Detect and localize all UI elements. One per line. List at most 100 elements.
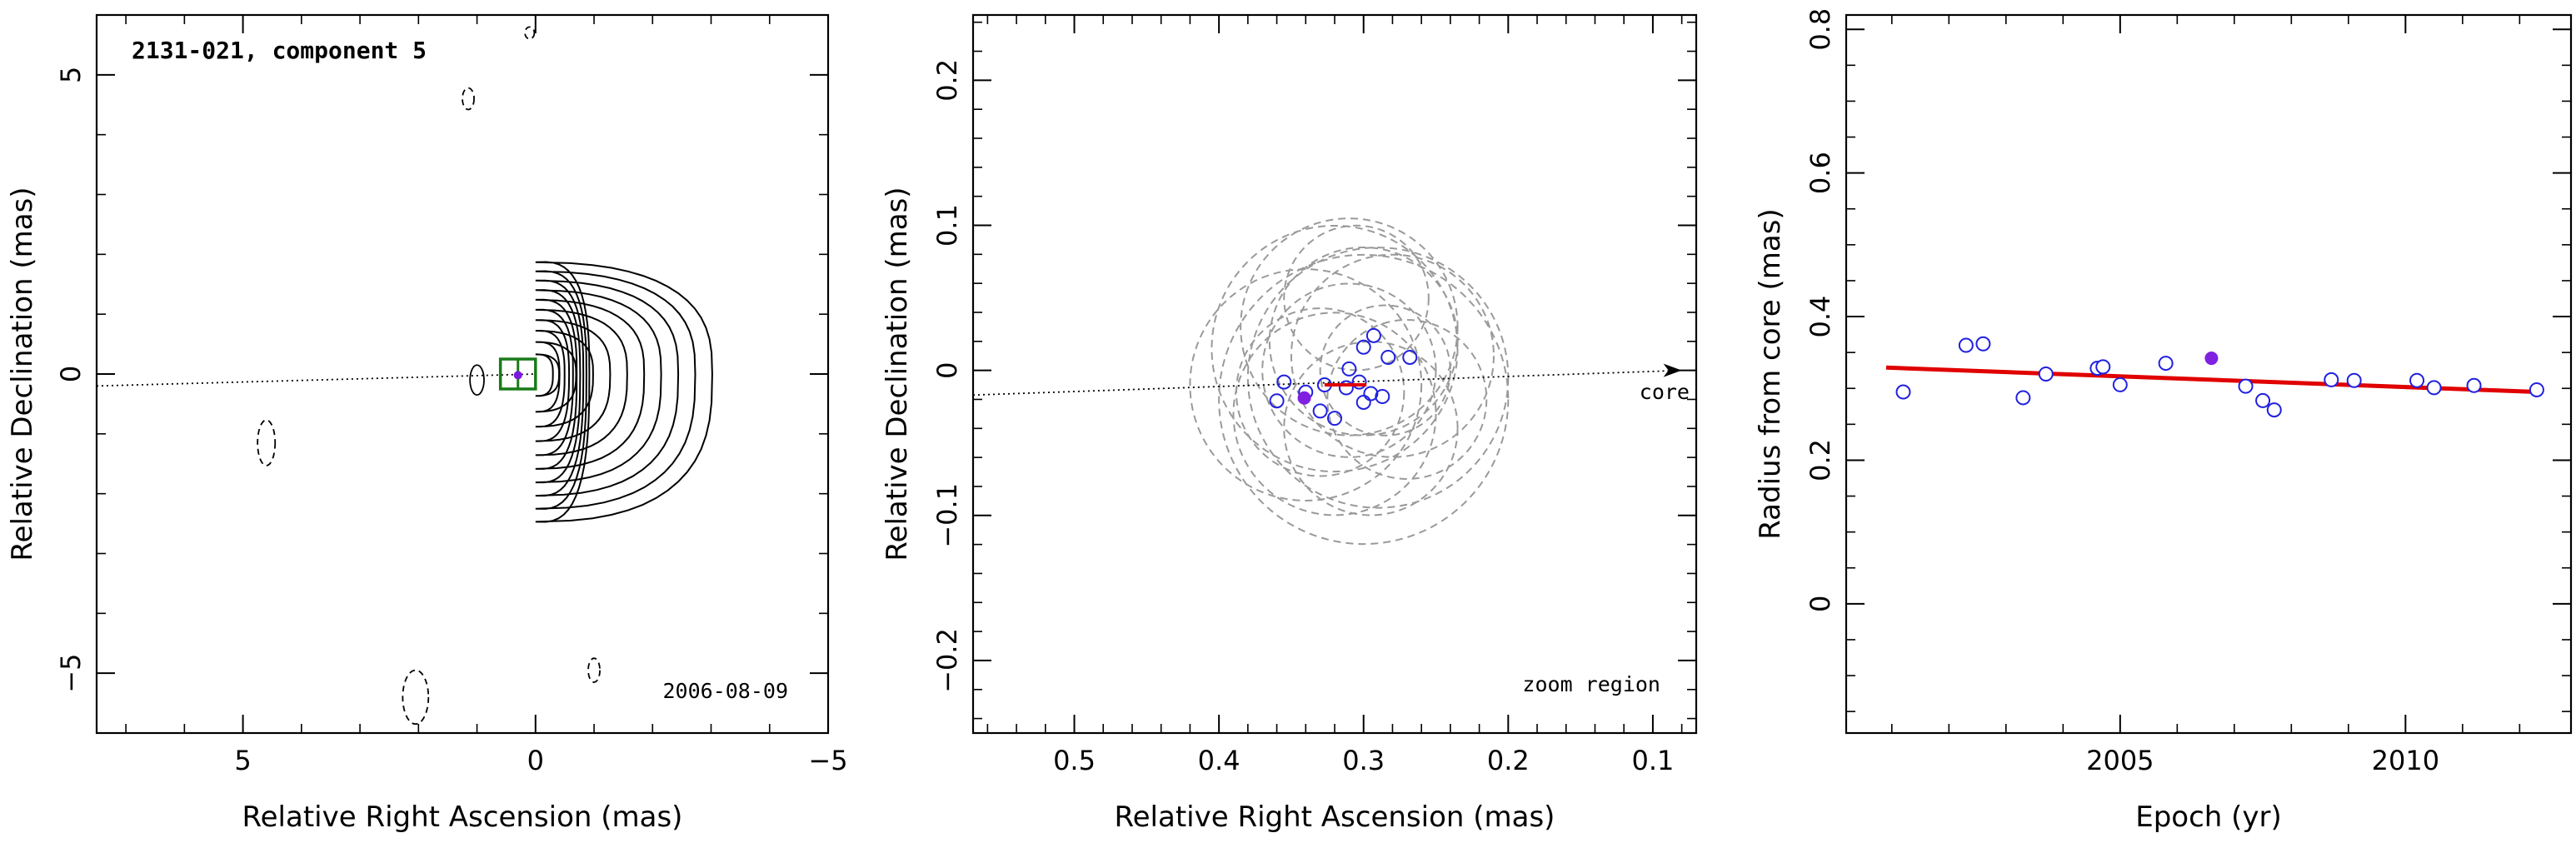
data-point bbox=[1895, 384, 1911, 400]
radius-panel: 2005 2010 0 0.2 0.4 0.6 0.8 Epoch (yr) Radius … bbox=[1754, 8, 2573, 834]
uncertainty-circle bbox=[1235, 307, 1405, 477]
uncertainty-circle bbox=[1290, 253, 1495, 458]
highlight-point bbox=[1297, 391, 1311, 405]
zoom-x-axis-label: Relative Right Ascension (mas) bbox=[1115, 801, 1555, 834]
y-tick-label: 0.4 bbox=[1805, 296, 1836, 338]
contour-level bbox=[535, 330, 594, 428]
contour-level bbox=[535, 261, 713, 523]
uncertainty-circle bbox=[1211, 224, 1459, 473]
data-point bbox=[2426, 380, 2442, 396]
uncertainty-circle bbox=[1240, 217, 1459, 436]
y-tick-label: 0 bbox=[55, 366, 87, 382]
contour-plot-area bbox=[96, 26, 713, 726]
data-point bbox=[2346, 372, 2362, 388]
contour-level bbox=[535, 353, 561, 397]
data-point bbox=[1958, 337, 1974, 353]
contour-level bbox=[535, 319, 612, 442]
negative-contour bbox=[462, 87, 475, 111]
x-tick-label: 0 bbox=[527, 745, 544, 776]
x-tick-label: −5 bbox=[808, 745, 847, 776]
negative-contour bbox=[524, 26, 536, 40]
y-tick-label: −0.1 bbox=[931, 483, 963, 548]
y-tick-label: 0.1 bbox=[931, 204, 963, 247]
component-marker bbox=[513, 371, 522, 380]
contour-level bbox=[535, 270, 696, 510]
core-arrow-icon bbox=[1663, 363, 1682, 377]
zoom-region-annotation: zoom region bbox=[1522, 672, 1660, 696]
core-annotation: core bbox=[1640, 380, 1690, 404]
negative-contour bbox=[257, 419, 277, 466]
data-point bbox=[1351, 374, 1367, 390]
contour-panel: 5 0 −5 5 0 −5 2131-021, component 5 2006-08-0… bbox=[6, 13, 848, 834]
y-tick-label: 0.2 bbox=[931, 59, 963, 102]
data-point bbox=[2038, 367, 2054, 382]
data-point bbox=[2015, 390, 2031, 406]
data-point bbox=[1276, 374, 1292, 390]
x-tick-label: 0.3 bbox=[1342, 745, 1385, 776]
negative-contour bbox=[402, 669, 430, 726]
panel-title: 2131-021, component 5 bbox=[132, 37, 427, 64]
x-tick-label: 2005 bbox=[2086, 745, 2154, 776]
data-point bbox=[1355, 339, 1371, 355]
data-point bbox=[1312, 403, 1328, 419]
y-tick-label: 0 bbox=[931, 362, 963, 378]
epoch-label: 2006-08-09 bbox=[662, 679, 788, 703]
x-tick-label: 0.2 bbox=[1487, 745, 1530, 776]
uncertainty-circle bbox=[1189, 268, 1423, 501]
data-point bbox=[1365, 327, 1381, 343]
contour-ticks: 5 0 −5 5 0 −5 bbox=[55, 15, 848, 776]
data-point bbox=[2238, 378, 2254, 394]
data-point bbox=[2409, 372, 2425, 388]
data-point bbox=[2112, 377, 2128, 392]
y-tick-label: −0.2 bbox=[931, 628, 963, 693]
zoom-plot-area bbox=[972, 217, 1682, 546]
data-point bbox=[1363, 386, 1379, 402]
y-tick-label: 0.6 bbox=[1805, 152, 1836, 194]
data-point bbox=[2266, 402, 2282, 418]
uncertainty-circle bbox=[1246, 247, 1510, 509]
data-point bbox=[1269, 393, 1285, 409]
contour-level bbox=[535, 298, 646, 470]
data-point bbox=[1380, 349, 1396, 365]
data-point bbox=[2255, 392, 2271, 408]
contour-level bbox=[535, 341, 577, 413]
x-tick-label: 0.1 bbox=[1631, 745, 1674, 776]
y-tick-label: 0 bbox=[1805, 596, 1836, 612]
uncertainty-circle bbox=[1326, 318, 1488, 480]
y-tick-label: −5 bbox=[55, 654, 87, 693]
data-point bbox=[2529, 382, 2544, 397]
x-tick-label: 0.5 bbox=[1053, 745, 1096, 776]
highlight-point bbox=[2204, 352, 2219, 366]
data-point bbox=[1375, 388, 1390, 404]
contour-level bbox=[535, 308, 628, 456]
uncertainty-circle bbox=[1319, 304, 1451, 436]
x-tick-label: 0.4 bbox=[1198, 745, 1241, 776]
uncertainty-circle bbox=[1283, 341, 1459, 516]
data-point bbox=[2324, 372, 2339, 387]
zoom-y-axis-label: Relative Declination (mas) bbox=[881, 187, 914, 561]
radius-frame bbox=[1845, 13, 2573, 735]
jet-axis-line bbox=[96, 373, 536, 387]
zoom-ticks: 0.5 0.4 0.3 0.2 0.1 0.2 0.1 0 −0.1 −0.2 bbox=[931, 15, 1696, 776]
x-tick-label: 2010 bbox=[2372, 745, 2439, 776]
radius-ticks: 2005 2010 0 0.2 0.4 0.6 0.8 bbox=[1805, 8, 2571, 776]
radius-plot-area bbox=[1885, 336, 2544, 418]
data-point bbox=[2095, 359, 2111, 375]
y-tick-label: 5 bbox=[55, 67, 87, 83]
contour-inner-blob bbox=[469, 364, 485, 397]
x-tick-label: 5 bbox=[234, 745, 251, 776]
contour-frame bbox=[95, 13, 830, 735]
y-tick-label: 0.2 bbox=[1805, 439, 1836, 481]
data-point bbox=[1341, 361, 1357, 377]
contour-level bbox=[535, 289, 662, 484]
contour-level bbox=[535, 279, 680, 497]
data-point bbox=[2158, 356, 2174, 372]
zoom-panel: 0.5 0.4 0.3 0.2 0.1 0.2 0.1 0 −0.1 −0.2 core zoom… bbox=[881, 13, 1698, 834]
negative-contour bbox=[587, 657, 601, 683]
data-point bbox=[1338, 380, 1354, 396]
radius-x-axis-label: Epoch (yr) bbox=[2135, 801, 2282, 834]
data-point bbox=[1975, 336, 1991, 352]
uncertainty-circle bbox=[1232, 312, 1437, 516]
core-direction-line bbox=[972, 369, 1682, 397]
